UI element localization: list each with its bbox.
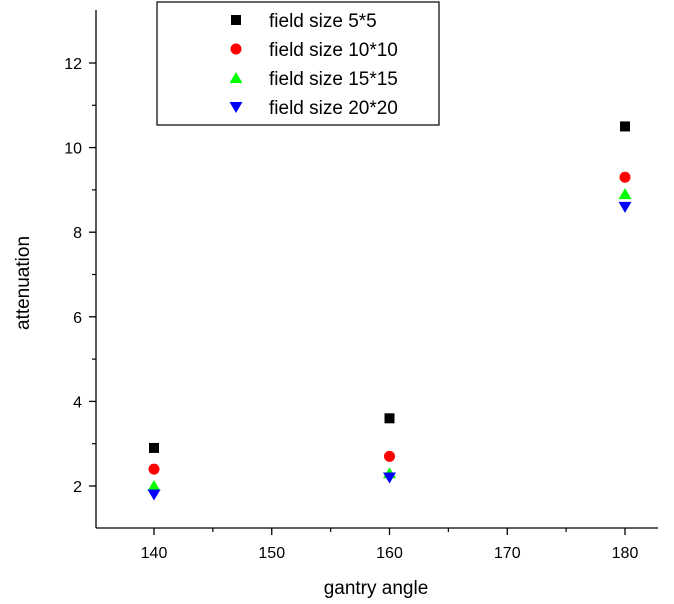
data-point (383, 472, 396, 484)
legend-marker (230, 43, 242, 55)
legend-marker (231, 15, 241, 25)
axes (95, 10, 658, 529)
y-tick-label: 4 (73, 394, 82, 411)
legend-box (156, 1, 440, 126)
data-point (619, 171, 631, 183)
y-tick-label: 10 (64, 141, 82, 158)
x-tick-label: 160 (376, 545, 403, 562)
x-axis-title: gantry angle (324, 578, 429, 599)
y-tick-label: 6 (73, 310, 82, 327)
x-tick-label: 150 (258, 545, 285, 562)
y-tick-label: 8 (73, 225, 82, 242)
legend-marker (229, 72, 243, 83)
x-tick-label: 140 (141, 545, 168, 562)
legend-label: field size 10*10 (269, 40, 398, 61)
data-point (618, 188, 632, 200)
data-point (384, 450, 395, 462)
y-axis-title: attenuation (13, 236, 34, 330)
legend-marker (229, 102, 243, 113)
data-point (618, 201, 632, 213)
data-point (620, 121, 630, 132)
x-tick-label: 170 (494, 545, 521, 562)
y-tick-label: 2 (73, 479, 82, 496)
data-point (148, 463, 160, 475)
data-points (147, 121, 632, 501)
data-point (149, 442, 159, 453)
legend-label: field size 5*5 (269, 11, 377, 32)
data-point (147, 480, 161, 491)
data-point (384, 413, 395, 424)
legend-label: field size 15*15 (269, 69, 398, 90)
ticks: 140 150 160 170 180 2 4 6 8 10 12 (64, 56, 638, 562)
y-tick-label: 12 (64, 56, 82, 73)
legend-label: field size 20*20 (269, 98, 398, 119)
legend: field size 5*5 field size 10*10 field size… (156, 1, 440, 126)
x-tick-label: 180 (612, 545, 639, 562)
data-point (147, 489, 161, 501)
